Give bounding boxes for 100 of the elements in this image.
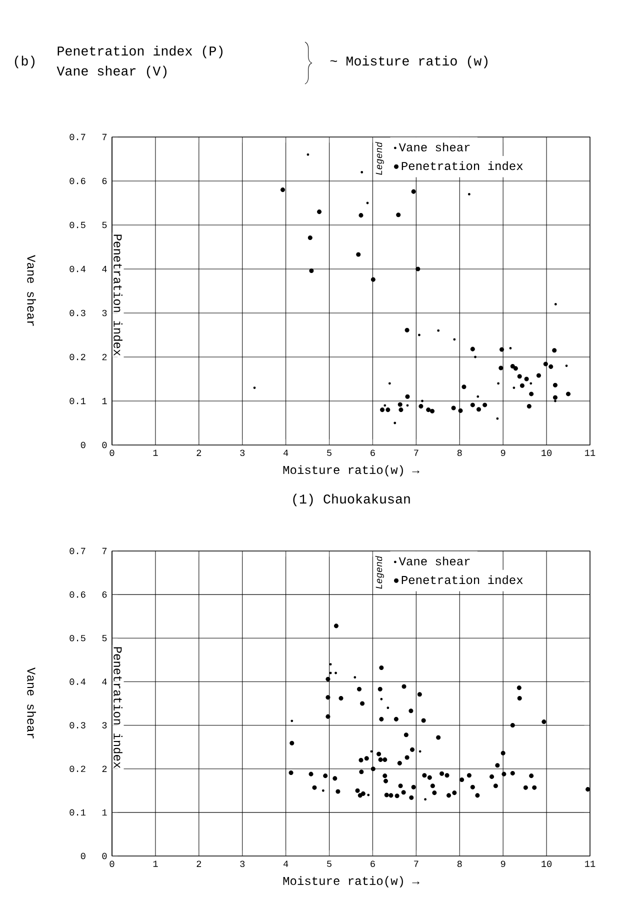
y2-tick-label: 0.4 xyxy=(70,266,86,272)
x-axis-title: Moisture ratio(w) → xyxy=(283,876,420,888)
x-tick-label: 3 xyxy=(240,450,245,456)
x-tick-label: 10 xyxy=(542,450,552,456)
point xyxy=(451,406,456,410)
legend-title: Legend xyxy=(375,142,384,175)
x-tick-label: 6 xyxy=(370,860,375,868)
y2-tick-label: 0.1 xyxy=(70,809,86,816)
y-tick-label: 3 xyxy=(102,722,107,728)
x-tick-label: 10 xyxy=(542,860,552,868)
y2-axis-title: Vane shear xyxy=(27,255,36,326)
y2-tick-label: 0.1 xyxy=(70,398,86,404)
text: (1) Chuokakusan xyxy=(293,494,410,506)
point xyxy=(396,212,401,218)
x-axis-title: Moisture ratio(w) → xyxy=(283,465,420,476)
legend-label: Vane shear xyxy=(398,142,470,152)
point xyxy=(386,408,390,412)
point xyxy=(470,346,475,352)
y-tick-label: 7 xyxy=(102,548,107,554)
point xyxy=(566,392,571,396)
chart-subtitle: Vane shear (V) xyxy=(56,66,166,78)
x-tick-label: 9 xyxy=(500,450,506,456)
point xyxy=(426,408,431,412)
point xyxy=(513,366,518,371)
point xyxy=(280,188,286,192)
point xyxy=(510,364,515,369)
legend-label: Penetration index xyxy=(402,161,523,170)
text: ~ Moisture ratio (w) xyxy=(330,56,488,68)
x-tick-label: 1 xyxy=(153,450,158,456)
y-tick-label: 0 xyxy=(102,852,107,860)
x-tick-label: 1 xyxy=(153,860,158,867)
y-axis-title: Penetration index xyxy=(114,234,122,356)
point xyxy=(398,408,404,412)
legend-title: Legend xyxy=(375,556,384,589)
point xyxy=(543,362,548,366)
x-tick-label: 9 xyxy=(500,860,506,868)
y2-tick-label: 0.2 xyxy=(70,766,86,772)
y-tick-label: 1 xyxy=(102,809,107,816)
point xyxy=(529,392,534,396)
point xyxy=(520,383,524,388)
y2-tick-label: 0.5 xyxy=(70,634,86,642)
chart-title: Penetration index (P) xyxy=(58,46,222,58)
x-tick-label: 5 xyxy=(327,450,332,456)
point xyxy=(476,407,482,412)
point xyxy=(458,408,463,413)
x-tick-label: 7 xyxy=(414,860,418,867)
point xyxy=(536,373,541,378)
point xyxy=(552,348,557,353)
x-tick-label: 4 xyxy=(283,860,288,867)
point xyxy=(500,347,504,352)
x-tick-label: 0 xyxy=(110,450,114,456)
point xyxy=(552,395,558,400)
text: (b) xyxy=(14,56,34,68)
y2-tick-label: 0.6 xyxy=(70,178,86,184)
y2-tick-label: 0.2 xyxy=(70,354,86,360)
legend-label: Penetration index xyxy=(402,575,523,584)
y2-tick-label: 0.5 xyxy=(70,222,86,228)
y2-tick-label: 0.3 xyxy=(70,310,86,316)
point xyxy=(405,394,410,399)
y2-tick-label: 0.6 xyxy=(70,591,86,598)
y-tick-label: 6 xyxy=(102,591,107,598)
x-tick-label: 7 xyxy=(414,450,418,456)
x-tick-label: 5 xyxy=(327,860,332,867)
point xyxy=(526,404,532,409)
legend-label: Vane shear xyxy=(398,556,470,566)
x-tick-label: 3 xyxy=(240,860,245,868)
x-tick-label: 11 xyxy=(585,450,596,456)
point xyxy=(430,408,435,414)
y-tick-label: 3 xyxy=(102,310,107,316)
point xyxy=(380,408,385,412)
x-tick-label: 11 xyxy=(585,860,596,867)
point xyxy=(524,376,529,382)
x-tick-label: 2 xyxy=(196,860,202,867)
point xyxy=(317,210,322,214)
y2-tick-label: 0.4 xyxy=(70,678,86,685)
point xyxy=(498,366,504,370)
point xyxy=(358,213,364,218)
point xyxy=(552,382,558,388)
point xyxy=(370,277,376,282)
y-axis-title: Penetration index xyxy=(114,647,122,768)
point xyxy=(411,189,416,194)
y2-tick-label: 0 xyxy=(80,852,86,860)
y2-tick-label: 0.3 xyxy=(70,722,86,728)
y-tick-label: 1 xyxy=(102,398,107,404)
y-tick-label: 5 xyxy=(102,635,107,642)
point xyxy=(548,364,554,369)
point xyxy=(398,402,402,407)
x-tick-label: 8 xyxy=(457,860,462,868)
point xyxy=(418,404,424,409)
x-tick-label: 8 xyxy=(457,450,462,456)
point xyxy=(416,266,420,272)
point xyxy=(356,252,361,257)
y2-axis-title: Vane shear xyxy=(27,668,36,738)
y-tick-label: 5 xyxy=(102,222,107,228)
point xyxy=(482,402,488,408)
point xyxy=(309,268,314,274)
x-tick-label: 4 xyxy=(283,450,288,456)
y-tick-label: 4 xyxy=(102,678,107,685)
y-tick-label: 6 xyxy=(102,178,107,184)
y2-tick-label: 0 xyxy=(80,442,86,448)
